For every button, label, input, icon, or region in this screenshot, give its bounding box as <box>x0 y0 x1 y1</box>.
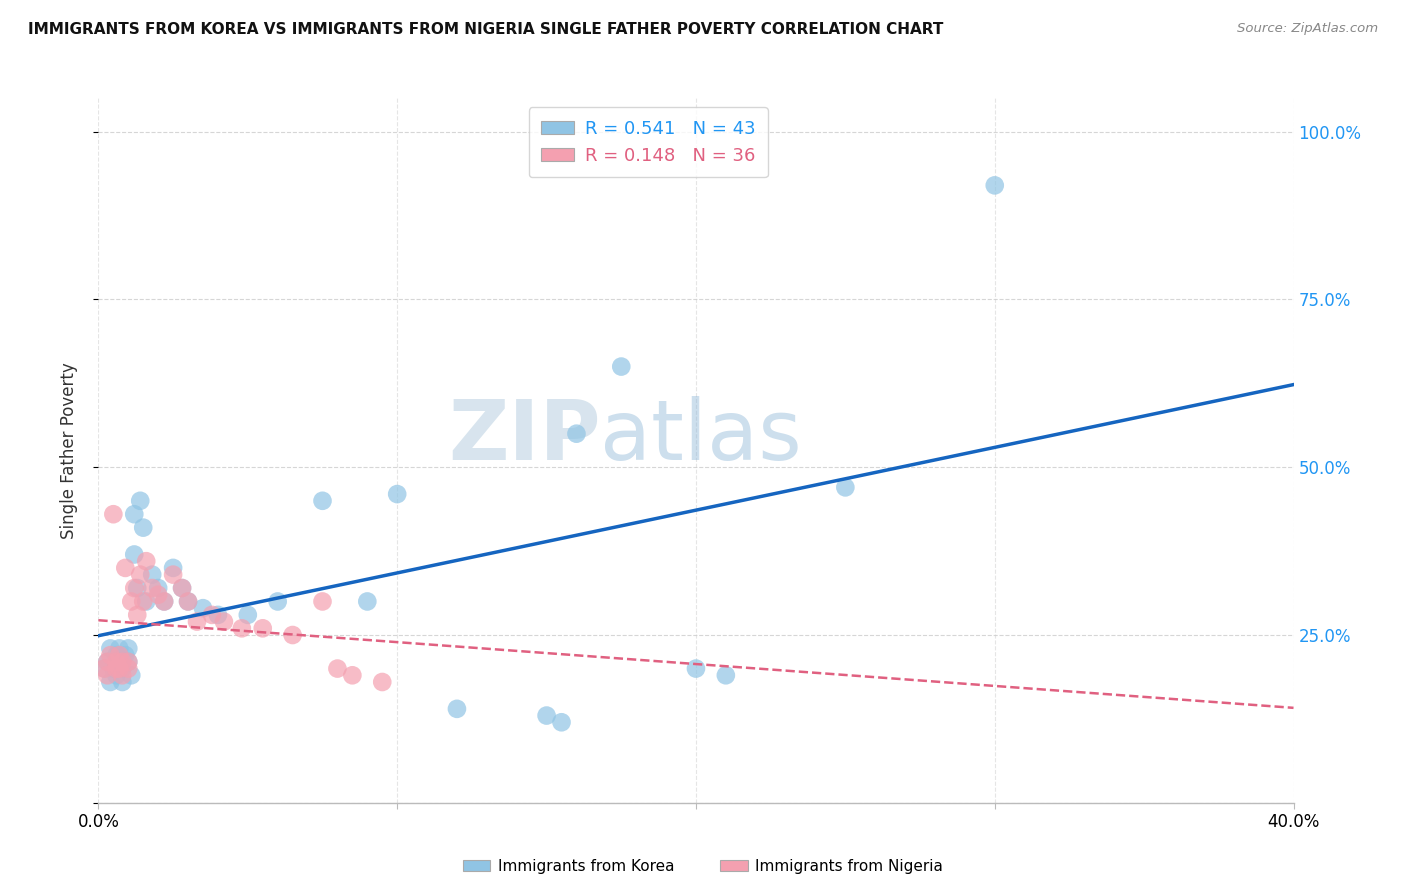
Point <box>311 493 333 508</box>
Point <box>177 594 200 608</box>
Point <box>565 426 588 441</box>
Point <box>108 655 131 669</box>
Legend: R = 0.541   N = 43, R = 0.148   N = 36: R = 0.541 N = 43, R = 0.148 N = 36 <box>529 107 768 178</box>
Point <box>342 668 364 682</box>
Point <box>108 662 131 676</box>
Point <box>103 507 125 521</box>
Point <box>446 702 468 716</box>
Point <box>326 662 349 676</box>
Point <box>135 554 157 568</box>
Point <box>120 594 142 608</box>
Point <box>153 594 176 608</box>
Point <box>98 641 122 656</box>
Point <box>124 581 146 595</box>
Point <box>371 675 394 690</box>
Point <box>536 708 558 723</box>
Point <box>132 521 155 535</box>
Point <box>231 621 253 635</box>
Point <box>172 581 194 595</box>
Point <box>103 662 125 676</box>
Point <box>117 655 139 669</box>
Text: IMMIGRANTS FROM KOREA VS IMMIGRANTS FROM NIGERIA SINGLE FATHER POVERTY CORRELATI: IMMIGRANTS FROM KOREA VS IMMIGRANTS FROM… <box>28 22 943 37</box>
Point <box>356 594 378 608</box>
Point <box>162 561 184 575</box>
Point <box>117 641 139 656</box>
Point <box>281 628 304 642</box>
Point <box>127 581 149 595</box>
Point <box>105 668 128 682</box>
Point <box>141 567 163 582</box>
Point <box>148 581 170 595</box>
Point <box>148 588 170 602</box>
Point <box>105 655 128 669</box>
Point <box>105 648 128 662</box>
Point <box>96 655 118 669</box>
Point <box>111 675 134 690</box>
Point <box>252 621 274 635</box>
Point <box>207 607 229 622</box>
Point <box>172 581 194 595</box>
Y-axis label: Single Father Poverty: Single Father Poverty <box>59 362 77 539</box>
Point <box>124 507 146 521</box>
Point <box>108 641 131 656</box>
Point <box>114 561 136 575</box>
Point <box>93 662 115 676</box>
Point <box>98 648 122 662</box>
Point <box>93 662 115 676</box>
Point <box>385 487 409 501</box>
Text: Source: ZipAtlas.com: Source: ZipAtlas.com <box>1237 22 1378 36</box>
Point <box>685 662 707 676</box>
Point <box>610 359 633 374</box>
Point <box>129 493 152 508</box>
Point <box>127 607 149 622</box>
Point <box>96 655 118 669</box>
Point <box>311 594 333 608</box>
Point <box>201 607 224 622</box>
Point <box>550 715 572 730</box>
Text: atlas: atlas <box>600 396 801 477</box>
Point <box>135 594 157 608</box>
Point <box>117 662 139 676</box>
Point <box>120 668 142 682</box>
Point <box>129 567 152 582</box>
Point <box>177 594 200 608</box>
Point <box>132 594 155 608</box>
Point <box>111 662 134 676</box>
Point <box>834 480 856 494</box>
Point <box>162 567 184 582</box>
Text: ZIP: ZIP <box>449 396 600 477</box>
Point <box>212 615 235 629</box>
Point <box>98 675 122 690</box>
Point <box>714 668 737 682</box>
Point <box>105 662 128 676</box>
Point <box>124 548 146 562</box>
Point <box>186 615 208 629</box>
Point <box>984 178 1007 193</box>
Point <box>108 648 131 662</box>
Point <box>111 655 134 669</box>
Point <box>267 594 290 608</box>
Point <box>191 601 214 615</box>
Point <box>153 594 176 608</box>
Point <box>111 668 134 682</box>
Point <box>96 668 118 682</box>
Legend: Immigrants from Korea, Immigrants from Nigeria: Immigrants from Korea, Immigrants from N… <box>457 853 949 880</box>
Point <box>117 655 139 669</box>
Point <box>141 581 163 595</box>
Point <box>236 607 259 622</box>
Point <box>114 648 136 662</box>
